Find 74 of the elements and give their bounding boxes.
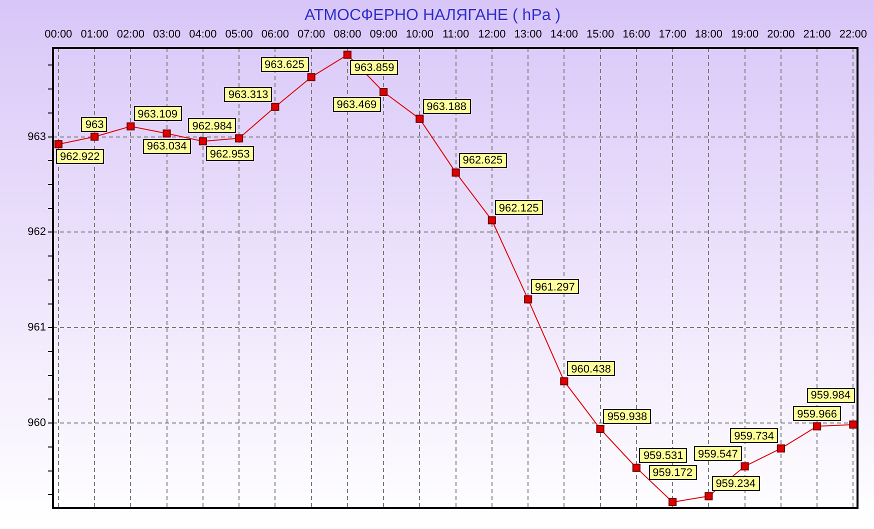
data-label: 963.625	[264, 59, 304, 72]
point	[416, 114, 424, 123]
point	[235, 134, 244, 142]
data-label: 959.984	[810, 390, 851, 402]
x-tick-label: 18:00	[694, 28, 722, 40]
point	[704, 492, 713, 500]
x-tick-label: 10:00	[406, 28, 434, 40]
point	[198, 137, 207, 146]
y-tick-label: 962	[28, 226, 46, 238]
x-tick-label: 17:00	[658, 28, 686, 40]
data-label: 962.125	[498, 202, 539, 214]
x-tick-label: 07:00	[298, 28, 326, 40]
y-tick-label: 961	[28, 322, 46, 334]
x-tick-label: 16:00	[622, 28, 650, 40]
y-tick-label: 960	[28, 417, 46, 430]
x-tick-label: 03:00	[153, 28, 181, 40]
data-label: 961.297	[535, 281, 575, 294]
x-tick-label: 11:00	[442, 28, 470, 40]
point	[307, 73, 316, 82]
x-tick-label: 09:00	[370, 28, 398, 40]
point	[849, 420, 858, 429]
point	[632, 464, 640, 472]
x-tick-label: 21:00	[803, 28, 831, 40]
x-tick-label: 15:00	[586, 28, 614, 40]
point	[740, 462, 749, 470]
point	[90, 132, 99, 141]
data-label: 960.438	[571, 363, 611, 376]
x-tick-label: 02:00	[116, 28, 144, 40]
y-tick-label: 963	[28, 130, 46, 143]
x-tick-label: 00:00	[44, 28, 72, 40]
data-label: 962.922	[60, 151, 100, 164]
data-label: 959.966	[797, 408, 837, 420]
data-label: 959.531	[643, 450, 684, 462]
x-tick-label: 20:00	[767, 28, 795, 40]
data-label: 959.938	[607, 411, 648, 424]
x-tick-label: 12:00	[478, 28, 506, 40]
data-label: 959.172	[652, 467, 692, 480]
point	[560, 377, 568, 386]
point	[162, 129, 171, 138]
data-label: 963.469	[336, 99, 377, 112]
data-label: 962.625	[462, 154, 503, 167]
chart-title: АТМОСФЕРНО НАЛЯГАНЕ ( hPa )	[304, 7, 561, 24]
data-label: 959.234	[716, 478, 756, 490]
x-tick-label: 01:00	[80, 28, 108, 40]
data-label: 963	[85, 118, 104, 131]
data-label: 959.734	[734, 430, 774, 442]
x-tick-label: 06:00	[261, 28, 289, 40]
point	[343, 50, 352, 59]
point	[126, 122, 135, 130]
data-label: 962.984	[192, 120, 232, 132]
data-label: 963.034	[146, 140, 187, 153]
point	[488, 216, 496, 224]
point	[596, 424, 604, 434]
point	[54, 140, 62, 148]
x-tick-label: 08:00	[334, 28, 362, 40]
data-label: 962.953	[210, 148, 250, 160]
x-tick-label: 05:00	[225, 28, 253, 40]
point	[813, 422, 822, 430]
x-tick-label: 14:00	[550, 28, 578, 40]
point	[524, 295, 532, 304]
x-tick-label: 22:00	[839, 28, 867, 40]
data-label: 963.859	[354, 62, 394, 74]
point	[776, 444, 785, 452]
point	[668, 498, 677, 506]
data-label: 959.547	[698, 448, 738, 460]
x-tick-label: 13:00	[514, 28, 542, 40]
data-label: 963.109	[138, 108, 178, 120]
x-tick-label: 04:00	[189, 28, 217, 40]
x-tick-label: 19:00	[731, 28, 759, 40]
point	[452, 168, 460, 177]
data-label: 963.188	[426, 100, 466, 113]
data-label: 963.313	[228, 88, 268, 101]
point	[380, 88, 388, 96]
point	[271, 102, 280, 111]
